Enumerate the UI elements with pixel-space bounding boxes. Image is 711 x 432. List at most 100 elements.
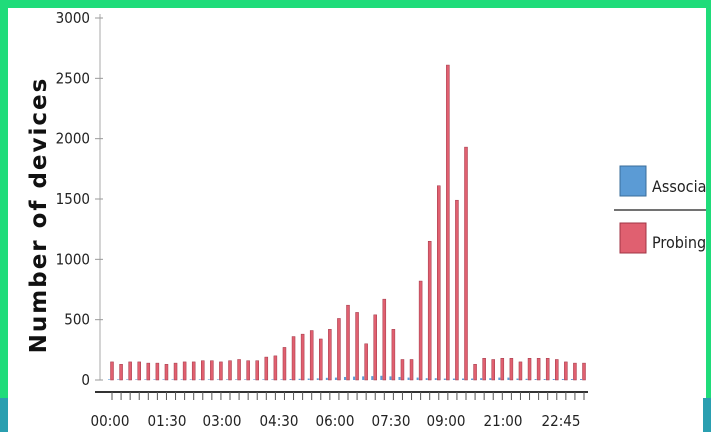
probing-bar [264,356,269,381]
y-tick-label: 2000 [56,130,90,148]
probing-bar [173,362,178,381]
probing-bar [300,333,305,381]
associa-bar [389,376,392,380]
associa-bar [561,379,564,380]
probing-bar [346,304,350,381]
probing-bar [228,360,232,381]
associa-bar [525,378,528,380]
probing-bar [237,359,241,381]
associa-bar [443,378,446,380]
associa-bar [216,379,219,380]
y-tick-label: 0 [81,371,90,389]
probing-bar [119,364,123,381]
associa-bar [334,377,337,380]
left-edge-strip [0,398,8,432]
legend-swatch-associa [619,165,647,197]
associa-bar [316,378,319,380]
associa-bar [325,377,328,380]
probing-bar [564,361,568,381]
probing-bar [191,361,196,381]
probing-bar [518,361,523,381]
probing-bar [500,358,505,381]
associa-bar [434,378,437,380]
probing-bar [446,64,450,381]
associa-bar [552,379,555,380]
legend-label-associa: Associa [652,177,706,196]
probing-bar [382,298,387,381]
probing-bar [319,338,323,381]
associa-bar [298,378,301,380]
associa-bar [353,376,356,380]
x-tick-label: 06:00 [316,412,355,430]
associa-bar [380,375,383,380]
associa-bar [543,379,546,380]
probing-bar [364,343,368,381]
probing-bar [137,361,141,381]
y-tick-label: 3000 [56,9,90,27]
associa-bar [471,378,474,380]
associa-bar [425,378,428,380]
associa-bar [507,377,510,380]
probing-bar [427,240,432,381]
axis-layer: 0 500 1000 1500 2000 2500 3000 00:00 01:30 03:00 0… [56,9,588,430]
associa-bar [534,379,537,380]
associa-bar [207,379,210,380]
y-tick-label: 1500 [56,190,90,208]
probing-bar [491,359,495,381]
associa-bar [117,379,120,380]
associa-bar [198,379,201,380]
associa-bar [126,379,129,380]
probing-bar [536,358,541,381]
associa-bar [262,379,265,380]
associa-bar [162,379,165,380]
probing-bar [464,146,468,381]
probing-bar [273,355,278,381]
legend: Associa Probing [614,165,706,254]
probing-bar [246,360,250,381]
probing-bar [201,360,205,381]
associa-bar [407,377,410,380]
probing-bar [527,358,532,381]
y-tick-label: 1000 [56,250,90,268]
bars-layer [108,64,586,381]
associa-bar [153,379,156,380]
probing-bar [337,318,341,381]
probing-bar [437,185,441,381]
associa-bar [235,379,238,380]
probing-bar [328,329,332,381]
x-tick-label: 21:00 [484,412,523,430]
associa-bar [570,379,573,380]
associa-bar [289,379,292,380]
probing-bar [473,364,477,381]
probing-bar [409,359,414,381]
probing-bar [573,362,577,381]
associa-bar [271,379,274,380]
associa-bar [489,378,492,380]
right-edge-strip [703,398,711,432]
x-tick-label: 01:30 [148,412,187,430]
probing-bar [455,199,459,381]
associa-bar [371,376,374,380]
probing-bar [155,362,160,381]
probing-bar [309,330,314,381]
associa-bar [144,379,147,380]
probing-bar [400,359,405,381]
y-tick-label: 500 [64,311,90,329]
probing-bar [482,358,486,381]
associa-bar [462,378,464,380]
x-tick-label: 09:00 [427,412,466,430]
probing-bar [555,359,559,381]
x-tick-label: 04:30 [260,412,299,430]
probing-bar [355,312,359,381]
associa-bar [398,376,401,380]
associa-bar [452,378,455,380]
associa-bar [189,379,192,380]
legend-label-probing: Probing [652,233,706,252]
associa-bar [344,376,346,380]
associa-bar [171,379,174,380]
probing-bar [146,362,151,381]
associa-bar [580,379,582,380]
probing-bar [509,358,514,381]
x-tick-label: 00:00 [91,412,130,430]
